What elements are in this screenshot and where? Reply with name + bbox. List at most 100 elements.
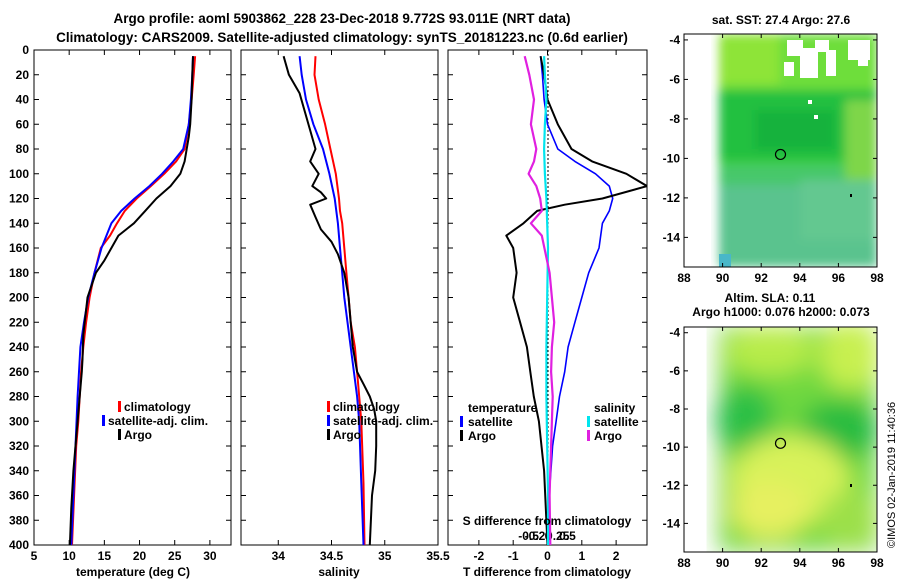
credit-text: ©IMOS 02-Jan-2019 11:40:36	[886, 402, 898, 548]
temperature-plot-frame	[33, 49, 232, 546]
sla-map: Altim. SLA: 0.11 Argo h1000: 0.076 h2000…	[663, 291, 884, 570]
series-line-salinity-satellite	[542, 56, 550, 545]
sst-field	[719, 34, 877, 267]
legend-swatch-salinity-argo	[587, 430, 590, 441]
lat-tick-label: -6	[669, 364, 680, 378]
sst-cloud-mask	[784, 40, 870, 119]
depth-tick-label: 200	[9, 291, 29, 305]
legend-swatch-argo	[327, 429, 330, 440]
legend-label-temperature-argo: Argo	[468, 429, 496, 443]
lat-tick-label: -4	[669, 33, 680, 47]
depth-tick-label: 180	[9, 266, 29, 280]
lat-tick-label: -14	[663, 516, 681, 530]
lon-tick-label: 94	[793, 271, 807, 285]
temperature-legend: climatology satellite-adj. clim. Argo	[102, 400, 208, 442]
depth-tick-label: 220	[9, 315, 29, 329]
temperature-panel: 0 20 40 60 80 100 120 140 160 180 200 220 240 260 280 3…	[9, 43, 232, 579]
depth-axis: 0 20 40 60 80 100 120 140 160 180 200 220 240 260 280 3…	[9, 43, 231, 552]
legend-swatch-argo	[118, 429, 121, 440]
lat-tick-label: -10	[663, 151, 681, 165]
lon-tick-label: 92	[755, 271, 769, 285]
x-tick-label: 15	[98, 549, 112, 563]
temperature-series	[68, 56, 197, 545]
legend-label-satellite: satellite-adj. clim.	[333, 414, 433, 428]
depth-tick-label: 20	[16, 68, 30, 82]
x-tick-label: 34.5	[320, 549, 344, 563]
temperature-difference-axis: -2 -1 0 1 2	[474, 50, 620, 563]
x-tick-label: 1	[578, 549, 585, 563]
figure-title-line2: Climatology: CARS2009. Satellite-adjuste…	[56, 30, 628, 45]
t-difference-axis-label: T difference from climatology	[463, 565, 631, 579]
lon-tick-label: 90	[716, 271, 730, 285]
sla-map-title: Altim. SLA: 0.11	[725, 291, 816, 305]
lon-tick-label: 98	[870, 271, 884, 285]
x-tick-label: 20	[133, 549, 147, 563]
x-tick-label: 25	[168, 549, 182, 563]
lon-tick-label: 88	[677, 271, 691, 285]
legend-label-climatology: climatology	[333, 400, 400, 414]
lon-tick-label: 92	[755, 556, 769, 570]
argo-profile-marker	[774, 148, 787, 161]
lon-tick-label: 98	[870, 556, 884, 570]
x-tick-label: 5	[31, 549, 38, 563]
salinity-depth-ticks	[241, 49, 438, 546]
depth-tick-label: 280	[9, 390, 29, 404]
depth-tick-label: 60	[16, 117, 30, 131]
difference-legend-salinity: salinity satellite Argo	[587, 401, 639, 443]
series-line-salinity-argo	[523, 55, 556, 545]
lat-tick-label: -12	[663, 191, 681, 205]
depth-tick-label: 80	[16, 142, 30, 156]
depth-tick-label: 320	[9, 439, 29, 453]
lat-tick-label: -8	[669, 402, 680, 416]
s-tick-label: -0.5	[518, 529, 539, 543]
depth-tick-label: 260	[9, 365, 29, 379]
depth-tick-label: 300	[9, 414, 29, 428]
series-line-temperature-satellite	[539, 56, 614, 545]
salinity-legend: climatology satellite-adj. clim. Argo	[327, 400, 433, 442]
x-tick-label: 35.5	[426, 549, 450, 563]
depth-tick-label: 240	[9, 340, 29, 354]
difference-depth-ticks	[448, 49, 647, 546]
legend-label-satellite: satellite-adj. clim.	[108, 414, 208, 428]
legend-label-argo: Argo	[333, 428, 361, 442]
legend-swatch-salinity-satellite	[587, 416, 590, 427]
lat-tick-label: -4	[669, 326, 680, 340]
legend-title-salinity: salinity	[594, 401, 636, 415]
legend-swatch-temperature-argo	[460, 430, 463, 441]
lon-tick-label: 96	[832, 271, 846, 285]
lat-tick-label: -12	[663, 478, 681, 492]
map-point	[850, 194, 852, 197]
depth-tick-label: 380	[9, 513, 29, 527]
legend-swatch-climatology	[118, 401, 121, 412]
difference-legend-temperature: temperature satellite Argo	[460, 401, 538, 443]
x-tick-label: -1	[508, 549, 519, 563]
depth-tick-label: 0	[22, 43, 29, 57]
sla-field	[715, 327, 877, 552]
legend-title-temperature: temperature	[468, 401, 538, 415]
salinity-axis: 34 34.5 35 35.5	[272, 50, 450, 563]
sla-map-axes: 88 90 92 94 96 98 -4 -6 -8 -10 -12 -14	[663, 326, 884, 570]
x-tick-label: 34	[272, 549, 286, 563]
s-difference-axis-label: S difference from climatology	[463, 514, 632, 528]
lat-tick-label: -10	[663, 440, 681, 454]
depth-tick-label: 340	[9, 464, 29, 478]
difference-series	[505, 55, 647, 545]
sla-map-border	[683, 326, 878, 553]
legend-label-climatology: climatology	[124, 400, 191, 414]
depth-tick-label: 120	[9, 192, 29, 206]
s-tick-label: 0.5	[559, 529, 576, 543]
depth-tick-label: 40	[16, 93, 30, 107]
sst-map: sat. SST: 27.4 Argo: 27.6	[663, 13, 884, 285]
legend-swatch-satellite	[327, 415, 330, 426]
sst-cool-patch	[719, 254, 731, 267]
s-tick-label: 0.25	[546, 529, 570, 543]
x-tick-label: 35	[378, 549, 392, 563]
series-line-argo	[68, 56, 194, 545]
salinity-axis-label: salinity	[318, 565, 360, 579]
lat-tick-label: -6	[669, 72, 680, 86]
series-line-temperature-argo	[505, 56, 647, 545]
series-line-climatology	[313, 56, 366, 545]
temperature-axis-label: temperature (deg C)	[76, 565, 190, 579]
salinity-plot-frame	[240, 49, 439, 546]
